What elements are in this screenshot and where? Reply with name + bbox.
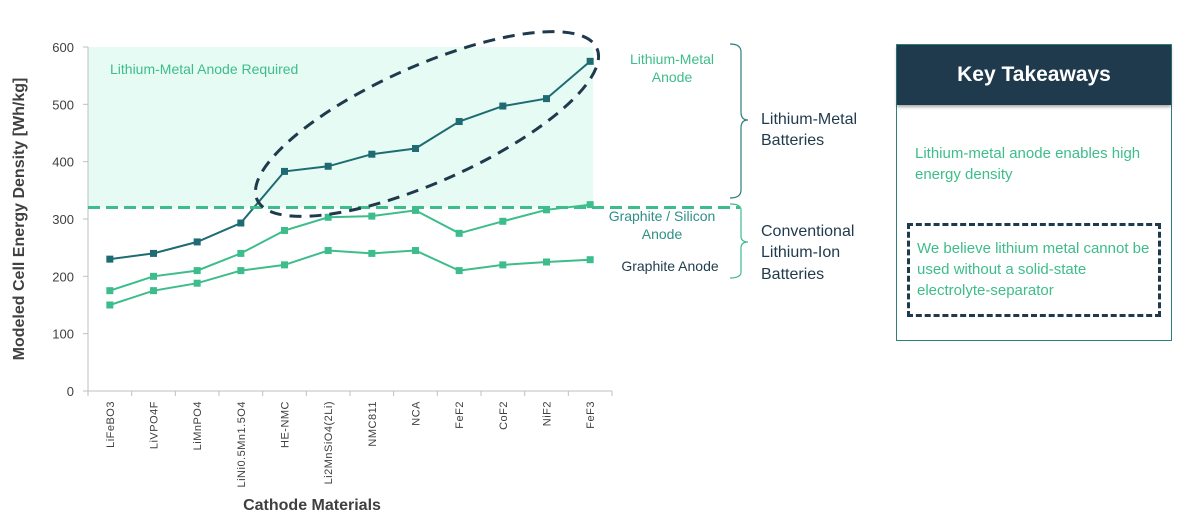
x-tick-label: LiFeBO3 xyxy=(105,401,117,448)
lithium-metal-required-region xyxy=(88,47,594,208)
data-point xyxy=(150,249,157,257)
y-axis-title: Modeled Cell Energy Density [Wh/kg] xyxy=(11,78,28,361)
x-tick-label: NCA xyxy=(411,401,423,426)
y-tick-label: 500 xyxy=(52,97,74,112)
x-tick-label: HE-NMC xyxy=(280,401,292,448)
li-ion-batteries-label: Batteries xyxy=(761,266,824,283)
key-takeaways-title: Key Takeaways xyxy=(897,45,1171,105)
data-point xyxy=(455,267,463,275)
data-point xyxy=(499,261,507,269)
li-metal-anode-label: Anode xyxy=(652,69,693,85)
data-point xyxy=(455,118,463,126)
graphite-silicon-label: Graphite / Silicon xyxy=(609,208,716,224)
li-metal-brace xyxy=(729,43,749,199)
graphite-anode-label: Graphite Anode xyxy=(621,258,719,274)
series-line-1 xyxy=(109,203,591,292)
x-tick-label: FeF3 xyxy=(585,401,597,429)
data-point xyxy=(499,217,507,225)
data-point xyxy=(237,249,245,257)
x-tick-label: NiF2 xyxy=(542,401,554,426)
data-point xyxy=(281,226,288,234)
data-point xyxy=(368,150,376,158)
data-point xyxy=(324,213,332,221)
x-tick-label: NMC811 xyxy=(367,401,379,447)
li-ion-batteries-label: Lithium-Ion xyxy=(761,244,840,261)
data-point xyxy=(106,301,114,309)
data-point xyxy=(193,279,201,287)
data-point xyxy=(543,95,550,103)
y-tick-label: 300 xyxy=(52,212,74,227)
data-point xyxy=(237,219,245,227)
data-point xyxy=(324,162,332,170)
data-point xyxy=(543,206,550,214)
data-point xyxy=(412,144,419,152)
takeaway-point-2-box: We believe lithium metal cannot be used … xyxy=(907,223,1161,317)
data-point xyxy=(586,57,594,65)
takeaway-point-1: Lithium-metal anode enables high energy … xyxy=(915,145,1141,183)
key-takeaways-panel: Key Takeaways Lithium-metal anode enable… xyxy=(896,44,1172,341)
series-line-2 xyxy=(109,249,591,306)
data-point xyxy=(412,206,419,214)
data-point xyxy=(455,229,463,237)
data-point xyxy=(150,287,157,295)
data-point xyxy=(324,247,332,255)
data-point xyxy=(281,261,288,269)
data-point xyxy=(193,238,201,246)
region-label: Lithium-Metal Anode Required xyxy=(110,61,298,77)
y-tick-label: 400 xyxy=(52,155,74,170)
data-point xyxy=(368,249,376,257)
data-point xyxy=(281,167,288,175)
data-point xyxy=(193,267,201,275)
data-point xyxy=(106,287,114,295)
data-point xyxy=(368,212,376,220)
series-line-0 xyxy=(109,60,591,261)
x-tick-label: LiMnPO4 xyxy=(192,401,204,450)
data-point xyxy=(543,258,550,266)
data-point xyxy=(412,247,419,255)
graphite-silicon-label: Anode xyxy=(642,226,683,242)
li-metal-batteries-label: Lithium-Metal xyxy=(761,111,857,128)
x-axis-title: Cathode Materials xyxy=(243,497,381,514)
y-tick-label: 600 xyxy=(52,40,74,55)
data-point xyxy=(150,272,157,280)
x-tick-label: LiNi0.5Mn1.5O4 xyxy=(236,401,248,488)
li-metal-anode-label: Lithium-Metal xyxy=(630,51,714,67)
x-tick-label: CoF2 xyxy=(498,401,510,430)
li-ion-batteries-label: Conventional xyxy=(761,223,854,240)
y-tick-label: 200 xyxy=(52,269,74,284)
takeaway-point-2: We believe lithium metal cannot be used … xyxy=(917,240,1150,299)
data-point xyxy=(237,267,245,275)
x-tick-label: FeF2 xyxy=(454,401,466,429)
y-tick-label: 0 xyxy=(67,384,74,399)
data-point xyxy=(499,102,507,110)
data-point xyxy=(586,256,594,264)
energy-density-chart: Lithium-Metal Anode Required 0 100 200 300 4… xyxy=(11,30,857,514)
x-tick-label: LiVPO4F xyxy=(149,401,161,449)
x-tick-label: Li2MnSiO4(2Li) xyxy=(323,401,335,484)
li-metal-batteries-label: Batteries xyxy=(761,132,824,149)
data-point xyxy=(586,201,594,209)
li-ion-brace xyxy=(729,203,749,279)
data-point xyxy=(106,255,114,263)
y-tick-label: 100 xyxy=(52,327,74,342)
